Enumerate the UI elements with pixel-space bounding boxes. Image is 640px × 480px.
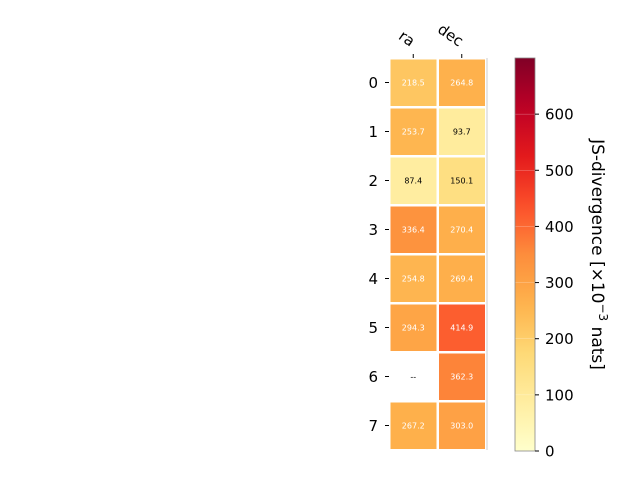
colorbar-tick-label: 100 xyxy=(545,386,574,404)
heatmap-cell xyxy=(390,206,437,253)
cell-value-label: 269.4 xyxy=(450,275,473,284)
heatmap-cell xyxy=(438,59,485,106)
cell-value-label: 303.0 xyxy=(450,422,473,431)
colorbar-tick-label: 0 xyxy=(545,443,555,461)
heatmap-cell xyxy=(438,157,485,204)
heatmap-cell xyxy=(390,304,437,351)
colorbar-label: JS-divergence [×10−3 nats] xyxy=(587,138,610,370)
colorbar-tick-label: 500 xyxy=(545,162,574,180)
heatmap-cell xyxy=(390,59,437,106)
row-tick-label: 4 xyxy=(368,270,378,288)
cell-value-label: 270.4 xyxy=(450,226,473,235)
cell-value-label: 150.1 xyxy=(450,177,473,186)
heatmap-cell xyxy=(390,157,437,204)
cell-value-label: 336.4 xyxy=(402,226,425,235)
row-tick-label: 6 xyxy=(368,368,378,386)
cell-value-label: 93.7 xyxy=(453,128,471,137)
colorbar-tick-label: 200 xyxy=(545,330,574,348)
cell-value-label: 264.8 xyxy=(450,79,473,88)
row-tick-label: 2 xyxy=(368,172,378,190)
colorbar-label-suffix: nats] xyxy=(587,321,607,370)
heatmap-cell xyxy=(438,353,485,400)
heatmap-cell xyxy=(438,108,485,155)
colorbar-tick-label: 300 xyxy=(545,274,574,292)
colorbar-tick-label: 400 xyxy=(545,218,574,236)
cell-value-label: -- xyxy=(410,373,416,382)
heatmap-cell xyxy=(438,255,485,302)
cell-value-label: 362.3 xyxy=(450,373,473,382)
heatmap-cell xyxy=(390,108,437,155)
heatmap-cells: 218.5 264.8 253.7 93.7 87.4 150.1 336.4 270.4 25… xyxy=(390,59,485,449)
colorbar-outline xyxy=(514,57,536,452)
heatmap-cell xyxy=(390,255,437,302)
row-tick-label: 1 xyxy=(368,123,378,141)
column-tick-label: dec xyxy=(434,20,466,50)
cell-value-label: 218.5 xyxy=(402,79,425,88)
heatmap-cell xyxy=(390,402,437,449)
row-tick-label: 3 xyxy=(368,221,378,239)
cell-value-label: 253.7 xyxy=(402,128,425,137)
cell-value-label: 254.8 xyxy=(402,275,425,284)
cell-value-label: 87.4 xyxy=(404,177,422,186)
row-tick-label: 7 xyxy=(368,417,378,435)
heatmap-cell xyxy=(438,304,485,351)
colorbar-label-exponent: −3 xyxy=(596,303,610,321)
cell-value-label: 414.9 xyxy=(450,324,473,333)
heatmap-cell xyxy=(438,402,485,449)
row-tick-label: 0 xyxy=(368,74,378,92)
cell-value-label: 267.2 xyxy=(402,422,425,431)
colorbar-tick-label: 600 xyxy=(545,106,574,124)
column-tick-label: ra xyxy=(395,27,418,51)
cell-value-label: 294.3 xyxy=(402,324,425,333)
row-tick-label: 5 xyxy=(368,319,378,337)
colorbar-label-main: JS-divergence [×10 xyxy=(587,138,607,303)
heatmap-cell xyxy=(438,206,485,253)
colorbar xyxy=(515,58,535,451)
